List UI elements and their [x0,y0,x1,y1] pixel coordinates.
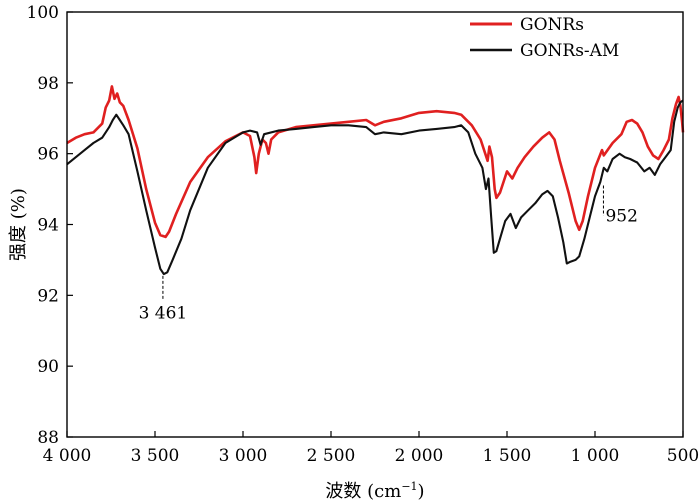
plot-lines [66,85,685,276]
x-tick-label: 3 000 [219,446,268,466]
x-tick-label: 3 500 [131,446,180,466]
annotation-label: 952 [605,207,637,227]
x-tick-label: 2 500 [307,446,356,466]
x-axis: 4 000 3 500 3 000 2 500 2 000 1 500 1 000 500 [43,431,699,466]
y-axis: 88 90 92 94 96 98 100 [27,3,73,448]
y-tick-label: 100 [27,3,59,23]
x-tick-label: 500 [667,446,699,466]
x-tick-label: 1 000 [571,446,620,466]
annotations: 3 461 952 [139,185,638,324]
series-line-gonrs-am [66,99,684,276]
y-tick-label: 90 [37,357,59,377]
y-tick-label: 96 [37,145,59,165]
legend-label: GONRs-AM [520,41,619,61]
y-tick-label: 98 [37,74,59,94]
x-tick-label: 2 000 [395,446,444,466]
x-axis-title: 波数 (cm−1) [325,480,424,502]
y-tick-label: 88 [37,428,59,448]
annotation-label: 3 461 [139,304,188,324]
legend: GONRs GONRs-AM [470,15,619,61]
y-axis-title: 强度 (%) [8,188,29,261]
y-tick-label: 92 [37,286,59,306]
plot-frame [66,11,684,438]
x-tick-label: 4 000 [43,446,92,466]
legend-label: GONRs [520,15,584,35]
y-tick-label: 94 [37,216,59,236]
series-line-gonrs [66,85,685,239]
x-tick-label: 1 500 [483,446,532,466]
